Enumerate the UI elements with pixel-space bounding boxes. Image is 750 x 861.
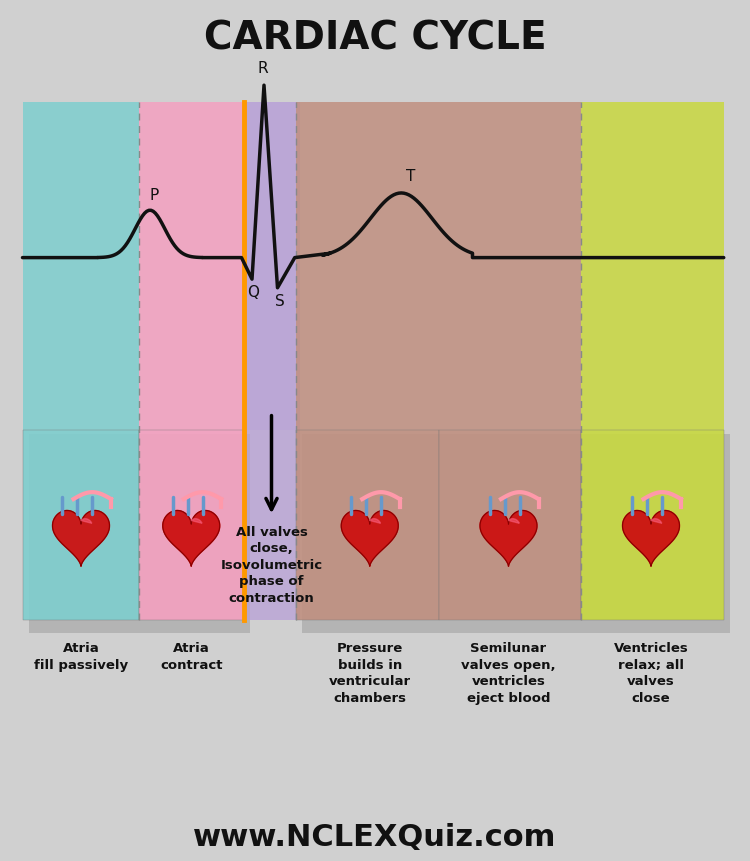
Polygon shape <box>370 519 380 523</box>
Text: Atria
contract: Atria contract <box>160 641 223 671</box>
Bar <box>581 103 724 430</box>
Text: All valves
close,
Isovolumetric
phase of
contraction: All valves close, Isovolumetric phase of… <box>220 525 322 604</box>
Polygon shape <box>53 511 110 567</box>
Bar <box>296 430 439 620</box>
Bar <box>139 103 244 430</box>
Bar <box>22 103 139 430</box>
Text: Atria
fill passively: Atria fill passively <box>34 641 128 671</box>
Bar <box>244 430 300 620</box>
Text: Pressure
builds in
ventricular
chambers: Pressure builds in ventricular chambers <box>328 641 411 704</box>
Polygon shape <box>191 519 202 523</box>
Bar <box>145 435 250 633</box>
Bar <box>587 435 730 633</box>
Bar <box>22 430 139 620</box>
Bar <box>28 435 145 633</box>
Polygon shape <box>480 511 537 567</box>
Bar <box>139 430 244 620</box>
Bar <box>445 435 587 633</box>
Bar <box>439 430 581 620</box>
Polygon shape <box>622 511 680 567</box>
Bar <box>296 103 439 430</box>
Text: Q: Q <box>247 285 259 300</box>
Text: www.NCLEXQuiz.com: www.NCLEXQuiz.com <box>194 822 556 852</box>
Polygon shape <box>651 519 662 523</box>
Polygon shape <box>81 519 92 523</box>
Text: R: R <box>257 61 268 76</box>
Polygon shape <box>509 519 519 523</box>
Text: T: T <box>406 169 416 183</box>
Polygon shape <box>163 511 220 567</box>
Bar <box>302 435 445 633</box>
Text: S: S <box>274 294 285 308</box>
Polygon shape <box>341 511 398 567</box>
Bar <box>439 103 581 430</box>
Text: CARDIAC CYCLE: CARDIAC CYCLE <box>204 20 546 58</box>
Bar <box>581 430 724 620</box>
Bar <box>244 103 300 430</box>
Text: Ventricles
relax; all
valves
close: Ventricles relax; all valves close <box>614 641 689 704</box>
Text: Semilunar
valves open,
ventricles
eject blood: Semilunar valves open, ventricles eject … <box>461 641 556 704</box>
Text: P: P <box>149 188 158 202</box>
